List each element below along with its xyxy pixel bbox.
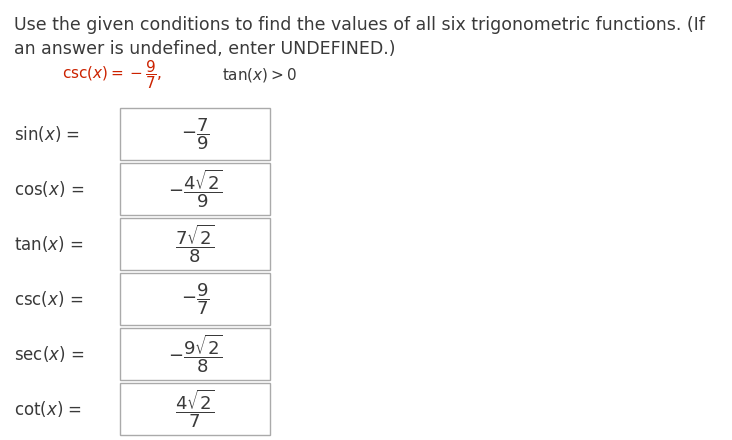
- Text: $-\dfrac{9\sqrt{2}}{8}$: $-\dfrac{9\sqrt{2}}{8}$: [168, 333, 223, 375]
- Text: csc($x$) =: csc($x$) =: [14, 289, 83, 309]
- Text: $-\dfrac{4\sqrt{2}}{9}$: $-\dfrac{4\sqrt{2}}{9}$: [168, 168, 223, 210]
- Text: sec($x$) =: sec($x$) =: [14, 344, 84, 364]
- Bar: [120, 273, 270, 325]
- Text: $\mathrm{csc}(x) = -\dfrac{9}{7},$: $\mathrm{csc}(x) = -\dfrac{9}{7},$: [62, 59, 162, 92]
- Text: an answer is undefined, enter UNDEFINED.): an answer is undefined, enter UNDEFINED.…: [14, 40, 395, 58]
- Text: cos($x$) =: cos($x$) =: [14, 179, 84, 199]
- Bar: [120, 383, 270, 435]
- Text: tan($x$) =: tan($x$) =: [14, 234, 83, 254]
- Text: $\dfrac{4\sqrt{2}}{7}$: $\dfrac{4\sqrt{2}}{7}$: [175, 388, 215, 430]
- Text: $-\dfrac{9}{7}$: $-\dfrac{9}{7}$: [181, 281, 209, 317]
- Text: $\mathrm{tan}(x) > 0$: $\mathrm{tan}(x) > 0$: [222, 66, 297, 84]
- Bar: [120, 108, 270, 160]
- Text: Use the given conditions to find the values of all six trigonometric functions. : Use the given conditions to find the val…: [14, 16, 705, 34]
- Text: cot($x$) =: cot($x$) =: [14, 399, 82, 419]
- Bar: [120, 328, 270, 380]
- Bar: [120, 218, 270, 270]
- Bar: [120, 163, 270, 215]
- Text: $\dfrac{7\sqrt{2}}{8}$: $\dfrac{7\sqrt{2}}{8}$: [175, 223, 215, 265]
- Text: sin($x$) =: sin($x$) =: [14, 124, 80, 144]
- Text: $-\dfrac{7}{9}$: $-\dfrac{7}{9}$: [181, 116, 209, 152]
